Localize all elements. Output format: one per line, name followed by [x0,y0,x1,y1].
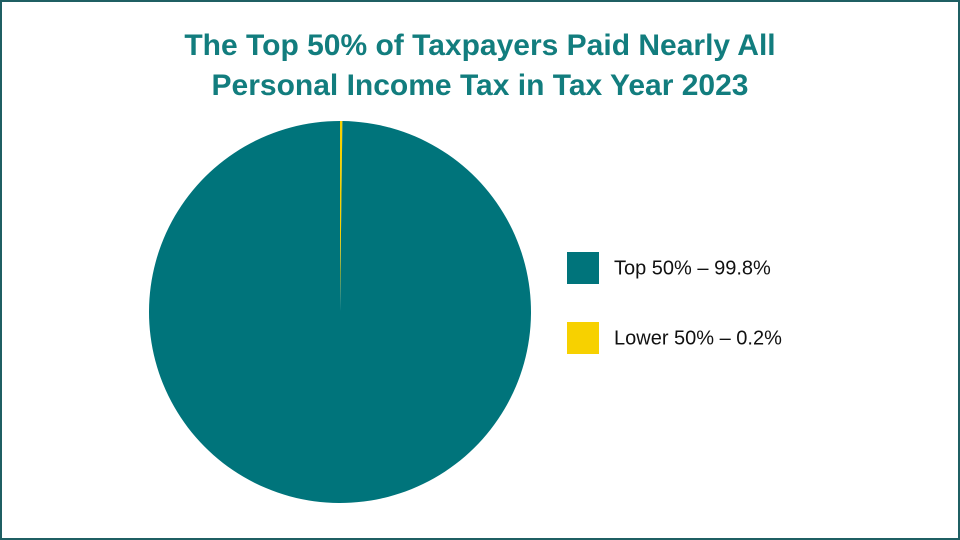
legend-label: Top 50% – 99.8% [614,257,771,279]
pie-slice [148,120,531,504]
legend-label: Lower 50% – 0.2% [614,327,782,349]
legend-swatch [567,322,599,354]
pie-slice [340,121,343,312]
chart-title: The Top 50% of Taxpayers Paid Nearly All… [184,29,776,102]
legend-swatch [567,252,599,284]
